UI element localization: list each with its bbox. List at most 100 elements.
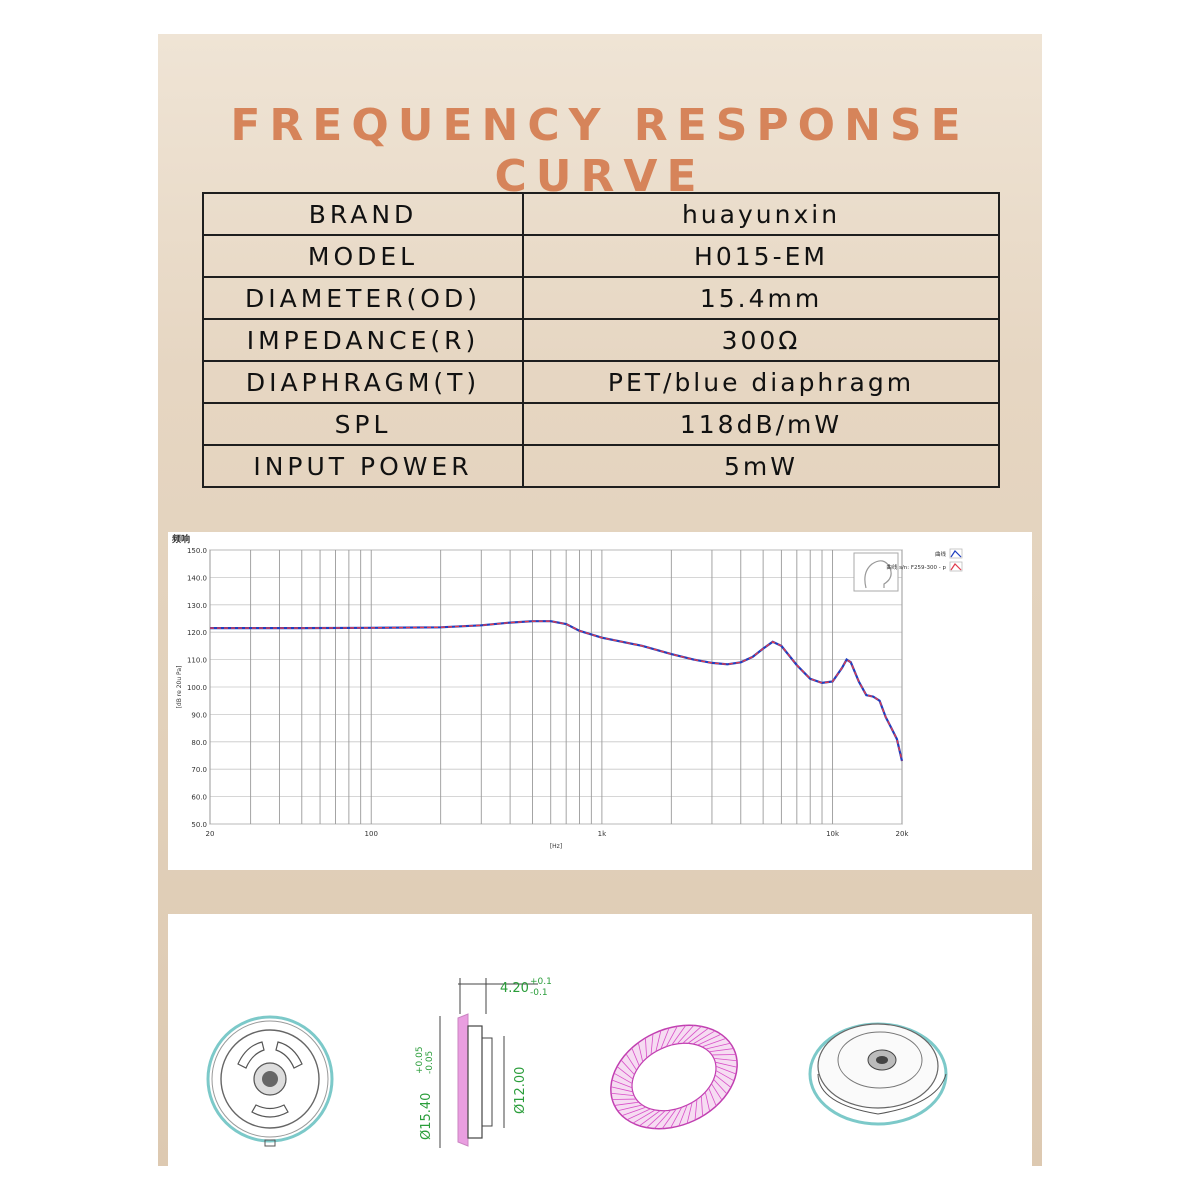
drawings-svg: 4.20 +0.1 -0.1 Ø15.40 +0.05 -0.05 Ø12.00	[206, 977, 948, 1148]
spec-row: SPL 118dB/mW	[202, 402, 1000, 446]
x-axis-label: [Hz]	[550, 843, 562, 850]
diaphragm-rib	[639, 1110, 661, 1127]
diaphragm-rib	[632, 1109, 656, 1124]
driver-rear-view-drawing	[206, 1015, 334, 1147]
y-tick-label: 80.0	[191, 739, 207, 747]
diaphragm-rib	[694, 1099, 698, 1121]
y-tick-label: 150.0	[187, 547, 207, 555]
diaphragm-rib	[701, 1038, 727, 1048]
y-tick-label: 140.0	[187, 574, 207, 582]
y-tick-label: 100.0	[187, 684, 207, 692]
y-axis-label: [dB re 20u Pa]	[176, 666, 183, 709]
legend-swatch	[950, 550, 962, 558]
y-tick-label: 110.0	[187, 657, 207, 665]
diaphragm-rib	[660, 1027, 670, 1050]
x-tick-label: 10k	[826, 830, 840, 838]
spec-value: 15.4mm	[522, 276, 1000, 320]
spec-key: BRAND	[202, 192, 524, 236]
diaphragm-rib	[655, 1030, 662, 1052]
legend-label: 曲线	[935, 550, 947, 558]
diaphragm-rib	[682, 1026, 702, 1044]
y-tick-label: 70.0	[191, 766, 207, 774]
diaphragm-rib	[611, 1092, 635, 1096]
spec-row: BRAND huayunxin	[202, 192, 1000, 236]
x-tick-label: 20k	[896, 830, 910, 838]
diaphragm-rib	[686, 1102, 693, 1124]
spec-row: MODEL H015-EM	[202, 234, 1000, 278]
diaphragm-rib	[678, 1104, 688, 1127]
head-icon	[864, 560, 892, 589]
series-line	[210, 620, 903, 762]
diaphragm-drawing	[610, 1024, 738, 1130]
spec-row: IMPEDANCE(R) 300Ω	[202, 318, 1000, 362]
diaphragm-rib	[614, 1101, 639, 1106]
diaphragm-rib	[705, 1042, 731, 1050]
spec-table: BRAND huayunxin MODEL H015-EM DIAMETER(OD) 15…	[202, 192, 1000, 488]
product-panel: FREQUENCY RESPONSE CURVE BRAND huayunxin M…	[158, 34, 1042, 1184]
diaphragm-rib	[715, 1065, 737, 1075]
diaphragm-rib	[626, 1108, 651, 1121]
spec-row: DIAMETER(OD) 15.4mm	[202, 276, 1000, 320]
diaphragm-rib	[650, 1033, 654, 1055]
legend-swatch	[950, 563, 962, 571]
spec-key: SPL	[202, 402, 524, 446]
diaphragm-rib	[621, 1106, 647, 1116]
spec-row: INPUT POWER 5mW	[202, 444, 1000, 488]
diaphragm-rib	[714, 1074, 732, 1088]
spec-row: DIAPHRAGM(T) PET/blue diaphragm	[202, 360, 1000, 404]
diaphragm-rib	[646, 1110, 666, 1128]
diaphragm-rib	[687, 1027, 709, 1044]
spec-key: INPUT POWER	[202, 444, 524, 488]
page-title: FREQUENCY RESPONSE CURVE	[230, 100, 970, 202]
legend-swatch-frame	[949, 548, 963, 559]
x-tick-label: 100	[365, 830, 378, 838]
outer-diameter-dim-label: Ø15.40	[419, 1093, 434, 1140]
chart-title: 频响	[172, 533, 190, 545]
diaphragm-rib	[676, 1025, 694, 1045]
diaphragm-rib	[611, 1079, 633, 1089]
outer-tol-lower: -0.05	[425, 1051, 435, 1074]
thickness-dim-label: 4.20	[500, 981, 529, 996]
diaphragm-rib	[617, 1104, 643, 1112]
spec-key: IMPEDANCE(R)	[202, 318, 524, 362]
diaphragm-rib	[631, 1047, 640, 1067]
diaphragm-rib	[610, 1086, 633, 1093]
diaphragm-rib	[670, 1107, 683, 1128]
spec-key: MODEL	[202, 234, 524, 278]
x-tick-label: 20	[206, 830, 215, 838]
legend-swatch-frame	[949, 561, 963, 572]
thickness-tol-upper: +0.1	[530, 977, 552, 987]
driver-side-dimension-drawing: 4.20 +0.1 -0.1 Ø15.40 +0.05 -0.05 Ø12.00	[415, 977, 552, 1148]
spec-key: DIAMETER(OD)	[202, 276, 524, 320]
x-tick-label: 1k	[598, 830, 607, 838]
inner-diameter-dim-label: Ø12.00	[513, 1067, 528, 1114]
diaphragm-rib	[709, 1048, 734, 1053]
diaphragm-rib	[612, 1098, 637, 1100]
thickness-tol-lower: -0.1	[530, 988, 548, 998]
y-tick-label: 60.0	[191, 794, 207, 802]
diaphragm-rib	[620, 1059, 635, 1075]
diaphragm-rib	[711, 1083, 723, 1101]
diaphragm-rib	[697, 1033, 722, 1046]
diaphragm-rib	[637, 1042, 644, 1063]
spec-key: DIAPHRAGM(T)	[202, 360, 524, 404]
diaphragm-rib	[671, 1025, 686, 1046]
chart-svg: 频响 50.0 60.0 70.0 80.0 90.0 100.0 110.0 120.0 130…	[172, 533, 963, 850]
driver-perspective-drawing	[808, 1022, 948, 1126]
diaphragm-rib	[625, 1053, 637, 1071]
spec-value: 300Ω	[522, 318, 1000, 362]
diaphragm-rib	[645, 1037, 648, 1059]
y-tick-label: 120.0	[187, 629, 207, 637]
diaphragm-rib	[715, 1070, 735, 1082]
diaphragm-rib	[711, 1054, 736, 1056]
legend-label: 曲线 s/n: F259-300 - p	[886, 563, 946, 571]
spec-value: H015-EM	[522, 234, 1000, 278]
spec-value: 118dB/mW	[522, 402, 1000, 446]
frequency-response-chart: 频响 50.0 60.0 70.0 80.0 90.0 100.0 110.0 120.0 130…	[168, 532, 1032, 870]
spec-value: huayunxin	[522, 192, 1000, 236]
diaphragm-rib	[700, 1095, 703, 1117]
diaphragm-rib	[613, 1072, 633, 1084]
y-tick-label: 50.0	[191, 821, 207, 829]
outer-tol-upper: +0.05	[415, 1046, 425, 1074]
y-tick-label: 130.0	[187, 602, 207, 610]
